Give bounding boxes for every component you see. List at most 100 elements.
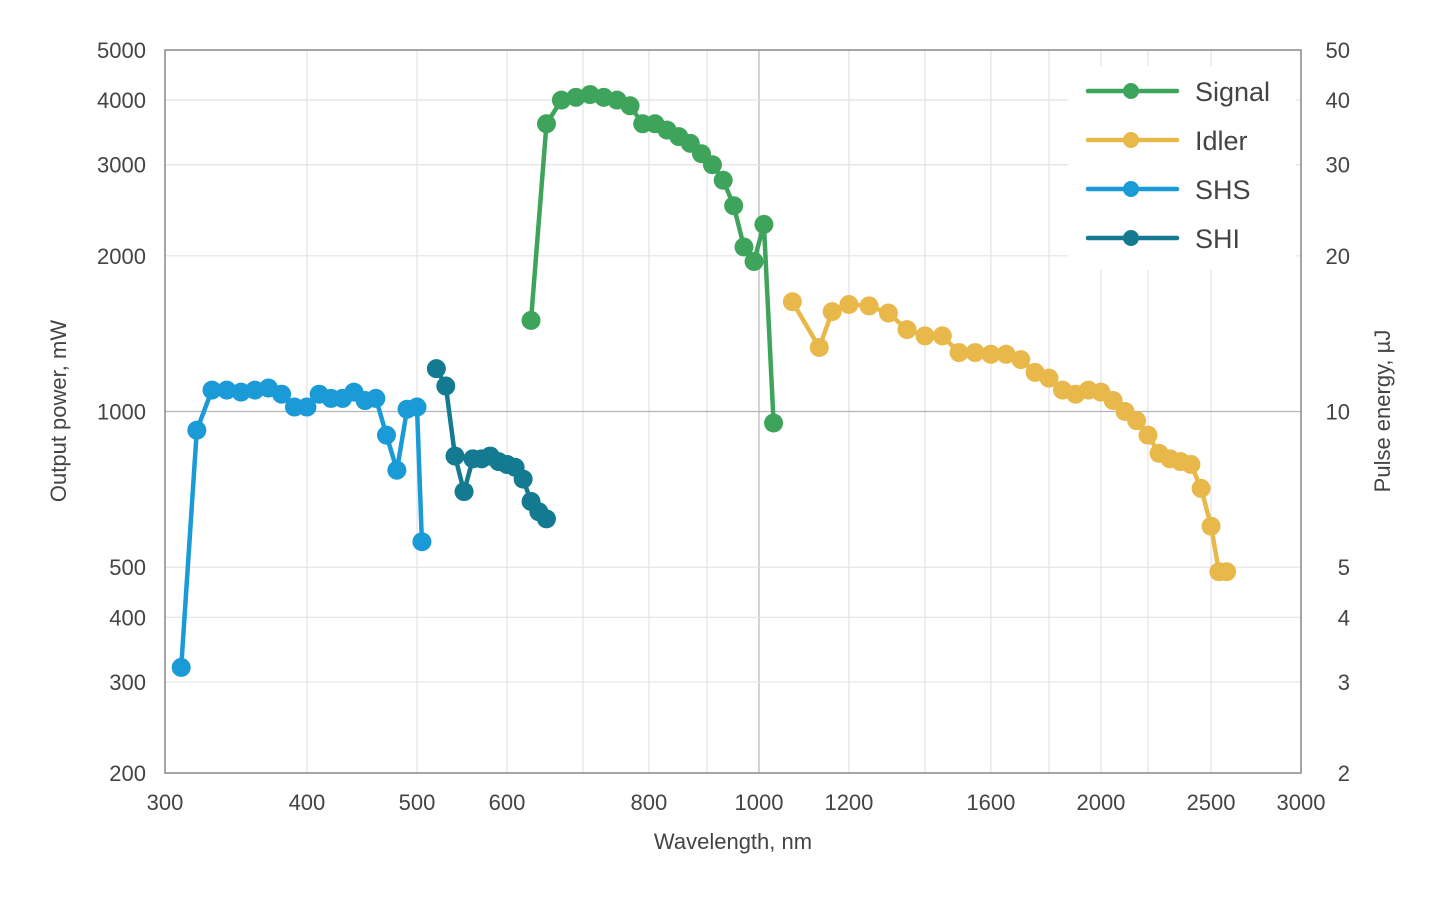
y-tick-label: 200 <box>109 761 146 786</box>
data-point <box>366 388 386 408</box>
data-point <box>764 413 784 433</box>
data-point <box>1138 425 1158 445</box>
y2-tick-label: 40 <box>1326 88 1350 113</box>
x-tick-label: 1200 <box>824 790 873 815</box>
x-tick-label: 300 <box>147 790 184 815</box>
series-idler <box>782 292 1237 582</box>
data-point <box>878 303 898 323</box>
data-point <box>996 344 1016 364</box>
y-tick-label: 400 <box>109 605 146 630</box>
data-point <box>436 376 456 396</box>
data-point <box>1181 454 1201 474</box>
y2-tick-label: 10 <box>1326 400 1350 425</box>
data-point <box>809 337 829 357</box>
data-point <box>965 343 985 363</box>
data-point <box>536 509 556 529</box>
data-point <box>1011 350 1031 370</box>
data-point <box>754 214 774 234</box>
y2-tick-label: 50 <box>1326 38 1350 63</box>
legend: Signal Idler SHS SHI <box>1068 66 1296 270</box>
data-point <box>387 460 407 480</box>
x-tick-label: 800 <box>631 790 668 815</box>
data-point <box>620 96 640 116</box>
data-point <box>839 295 859 315</box>
data-point <box>171 657 191 677</box>
y-tick-label: 3000 <box>97 153 146 178</box>
data-point <box>897 320 917 340</box>
data-point <box>407 397 427 417</box>
y-tick-label: 2000 <box>97 244 146 269</box>
x-tick-label: 1600 <box>966 790 1015 815</box>
legend-marker <box>1123 83 1139 99</box>
data-point <box>445 446 465 466</box>
series-line <box>528 92 776 426</box>
legend-item: SHI <box>1085 224 1240 254</box>
y-tick-label: 5000 <box>97 38 146 63</box>
data-point <box>822 302 842 322</box>
y-axis-title: Output power, mW <box>46 320 71 502</box>
x-tick-label: 1000 <box>735 790 784 815</box>
x-tick-label: 600 <box>489 790 526 815</box>
x-axis-title: Wavelength, nm <box>654 829 812 854</box>
data-point <box>1217 562 1237 582</box>
legend-label: Signal <box>1195 77 1270 107</box>
data-point <box>412 532 432 552</box>
data-point <box>981 344 1001 364</box>
legend-label: SHS <box>1195 175 1251 205</box>
x-tick-label: 2000 <box>1076 790 1125 815</box>
legend-marker <box>1123 181 1139 197</box>
data-point <box>551 90 571 110</box>
y2-tick-label: 20 <box>1326 244 1350 269</box>
legend-label: Idler <box>1195 126 1248 156</box>
data-point <box>949 343 969 363</box>
y2-tick-label: 2 <box>1338 761 1350 786</box>
x-tick-label: 400 <box>289 790 326 815</box>
x-tick-label: 3000 <box>1277 790 1326 815</box>
legend-item: SHS <box>1085 175 1251 205</box>
data-point <box>566 87 586 107</box>
y-axis-right: 2 3 4 5 10 20 30 40 50 <box>1326 38 1350 786</box>
y2-tick-label: 3 <box>1338 670 1350 695</box>
x-tick-label: 2500 <box>1187 790 1236 815</box>
data-point <box>932 326 952 346</box>
data-point <box>231 382 251 402</box>
y2-axis-title: Pulse energy, µJ <box>1370 330 1395 493</box>
data-point <box>297 397 317 417</box>
x-tick-label: 500 <box>399 790 436 815</box>
data-point <box>1039 368 1059 388</box>
y-tick-label: 4000 <box>97 88 146 113</box>
legend-marker <box>1123 230 1139 246</box>
data-point <box>724 196 744 216</box>
data-point <box>1127 411 1147 431</box>
data-point <box>376 425 396 445</box>
data-point <box>1191 478 1211 498</box>
y2-tick-label: 4 <box>1338 605 1350 630</box>
data-point <box>536 114 556 134</box>
x-axis: 300 400 500 600 800 1000 1200 1600 2000 2500 3000 <box>147 790 1326 815</box>
series-signal <box>521 85 784 433</box>
data-point <box>454 482 474 502</box>
data-point <box>713 170 733 190</box>
data-point <box>859 296 879 316</box>
data-point <box>202 380 222 400</box>
legend-label: SHI <box>1195 224 1240 254</box>
data-point <box>272 384 292 404</box>
data-point <box>782 292 802 312</box>
y-tick-label: 300 <box>109 670 146 695</box>
data-point <box>187 420 207 440</box>
data-point <box>426 359 446 379</box>
series-layer <box>171 85 1237 677</box>
series-line <box>790 299 1229 574</box>
y2-tick-label: 5 <box>1338 555 1350 580</box>
y-tick-label: 1000 <box>97 400 146 425</box>
y-tick-label: 500 <box>109 555 146 580</box>
y2-tick-label: 30 <box>1326 153 1350 178</box>
legend-item: Idler <box>1085 126 1248 156</box>
data-point <box>1201 516 1221 536</box>
series-shi <box>426 359 556 529</box>
data-point <box>217 380 237 400</box>
data-point <box>734 237 754 257</box>
data-point <box>513 469 533 489</box>
